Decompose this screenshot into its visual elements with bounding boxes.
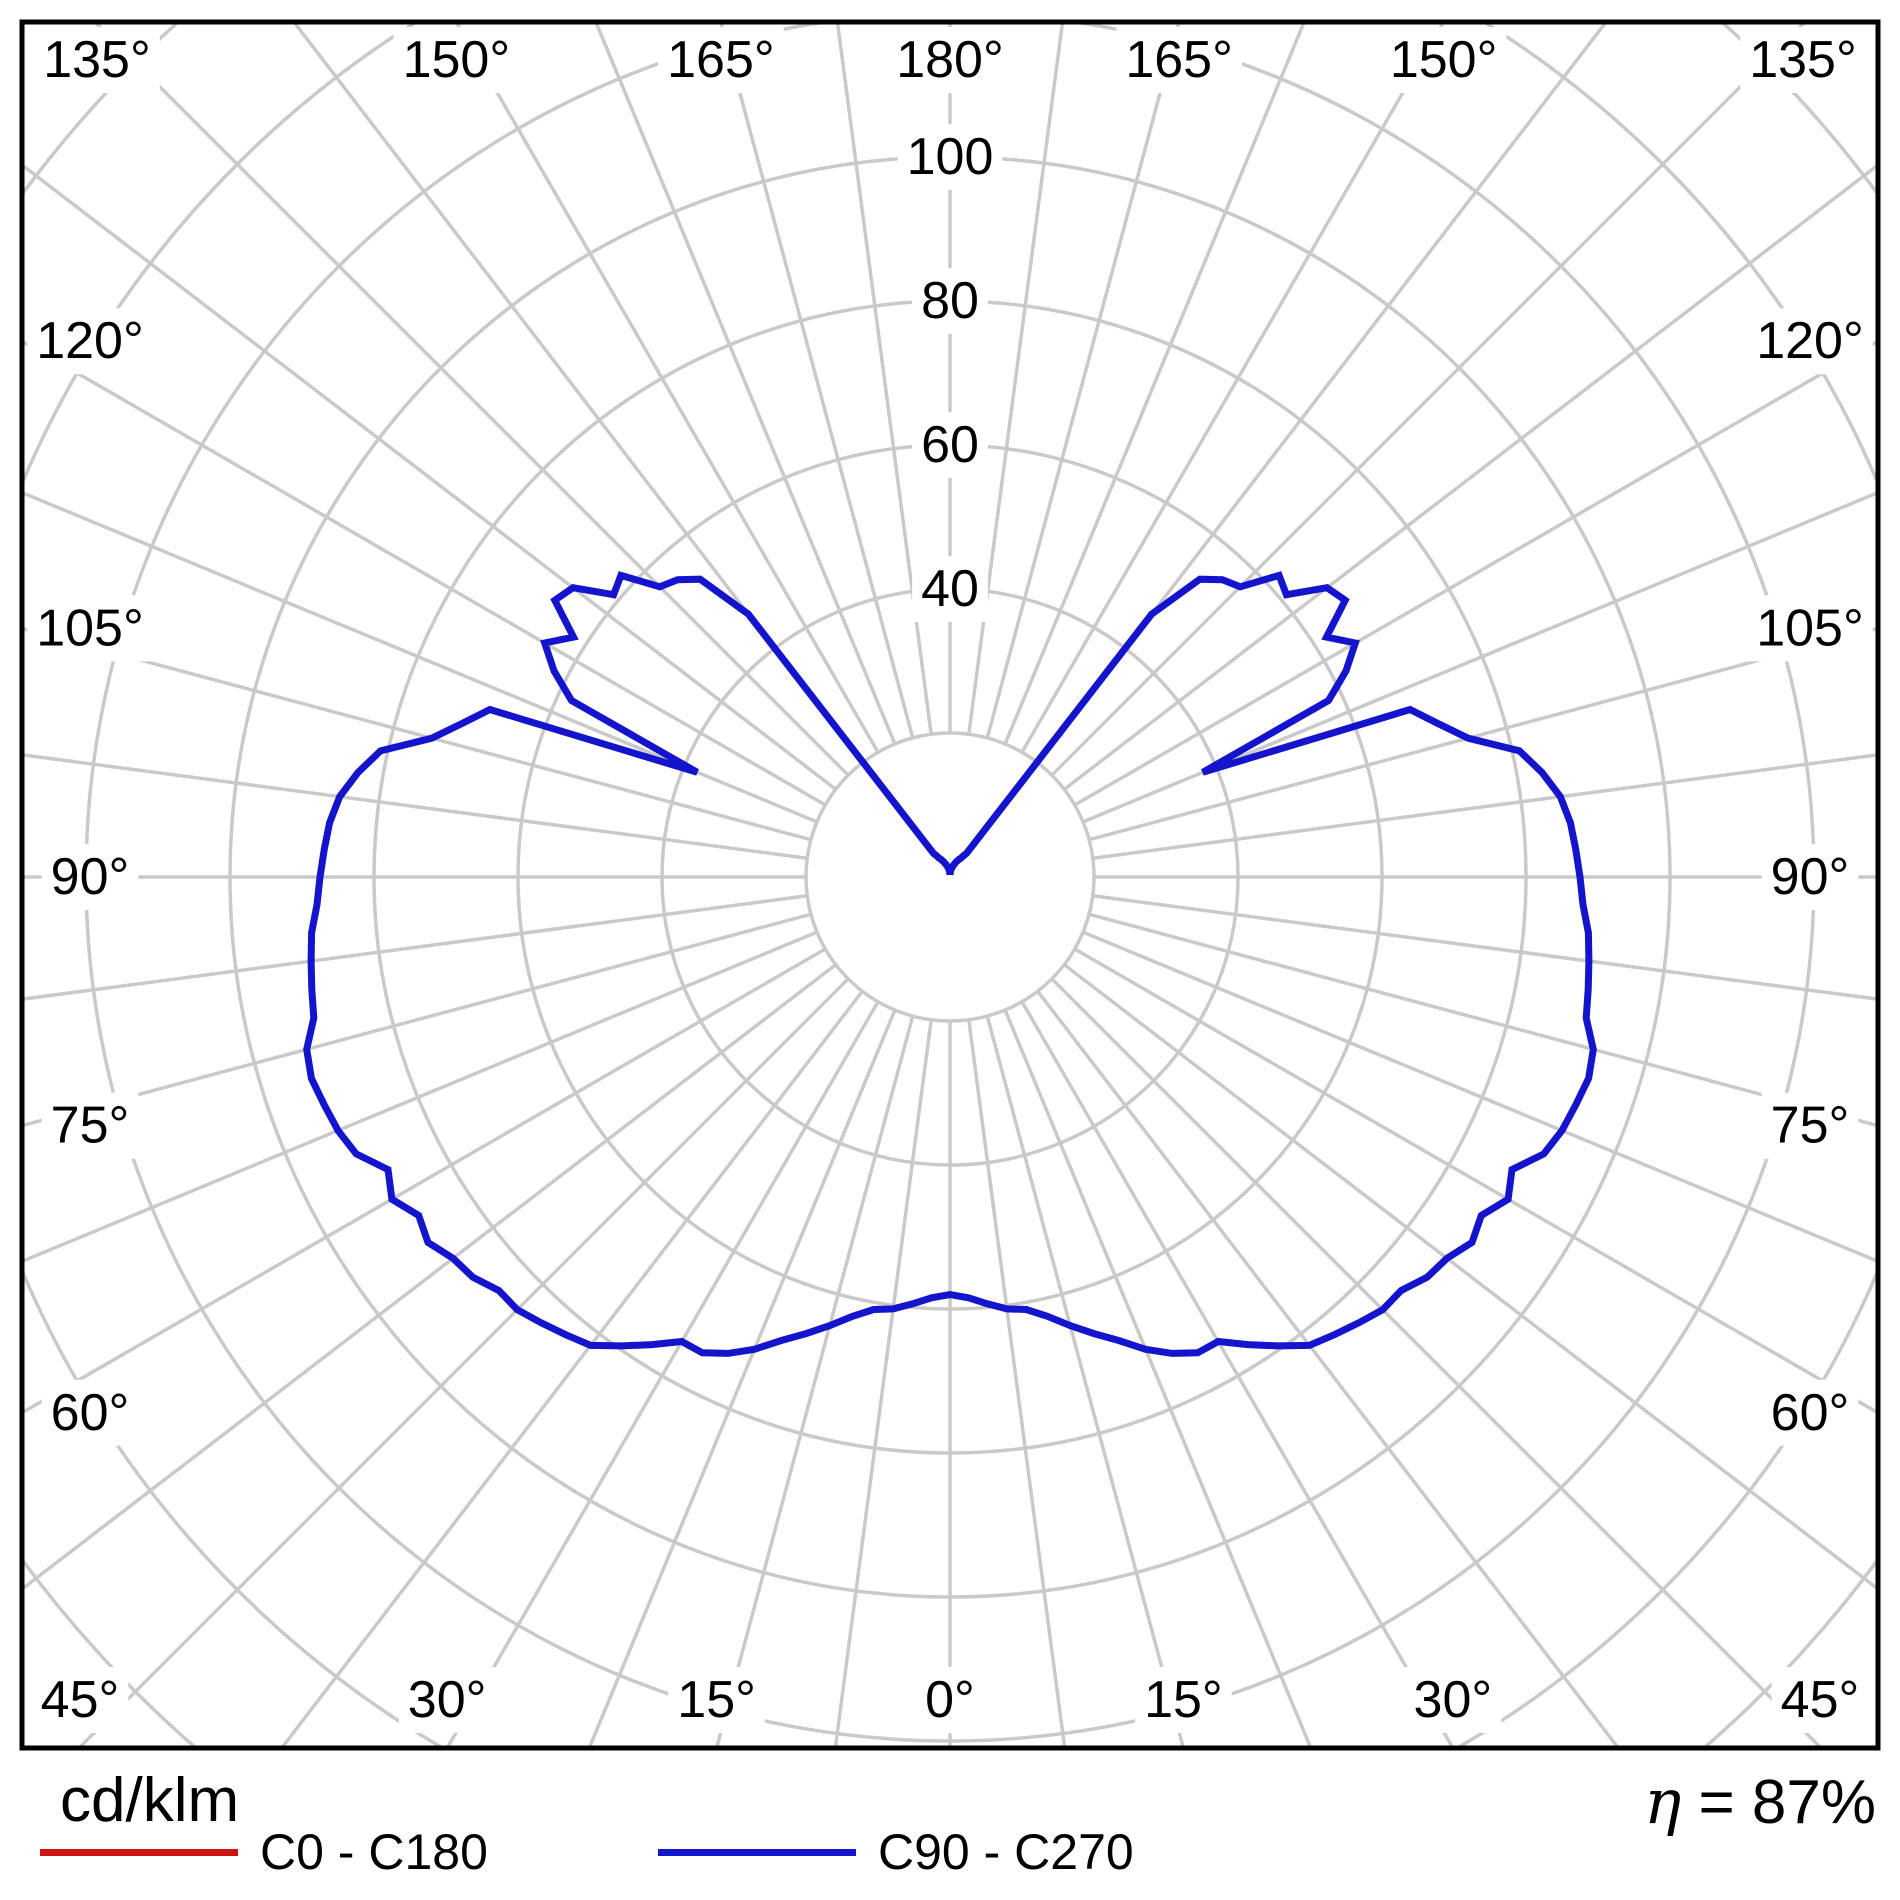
angle-label: 15° [1144, 1671, 1223, 1729]
legend-swatch-red-line [40, 1848, 238, 1856]
angle-label: 120° [36, 312, 144, 370]
legend-label-c90-c270: C90 - C270 [878, 1824, 1134, 1880]
angle-label-bg [658, 27, 784, 93]
radial-tick-label: 40 [921, 560, 979, 618]
plot-border [19, 19, 1881, 1751]
angle-label: 60° [1771, 1384, 1850, 1442]
angle-label: 165° [1125, 31, 1233, 89]
angle-label: 120° [1756, 312, 1864, 370]
angle-label: 15° [677, 1671, 756, 1729]
angle-label-bg [1761, 844, 1859, 910]
eta-symbol: η [1644, 1765, 1682, 1838]
curve-c90-c270 [303, 571, 1597, 1357]
angle-label-bg [41, 844, 139, 910]
angle-label-bg [887, 27, 1013, 93]
angle-label: 150° [1390, 31, 1498, 89]
angle-label: 75° [1771, 1097, 1850, 1155]
angle-label: 60° [51, 1384, 130, 1442]
angle-label-bg [41, 1379, 139, 1446]
angle-label-bg [398, 1667, 496, 1733]
angle-label-bg [1740, 27, 1866, 93]
angle-label: 150° [403, 31, 511, 89]
eta-number: = 87% [1698, 1768, 1876, 1837]
radial-tick-label: 100 [907, 128, 994, 186]
angle-label: 30° [408, 1671, 487, 1729]
legend-swatch-blue-line [658, 1848, 856, 1856]
angle-label: 75° [51, 1097, 130, 1155]
angle-label: 0° [925, 1671, 975, 1729]
angle-label: 90° [1771, 848, 1850, 906]
angle-label-bg [31, 1667, 129, 1733]
legend-item-c90-c270: C90 - C270 [658, 1822, 1134, 1882]
angle-label-bg [34, 27, 160, 93]
angle-label-bg [41, 1092, 139, 1159]
angle-label: 180° [896, 31, 1004, 89]
angle-label: 135° [43, 31, 151, 89]
angle-label: 45° [1781, 1671, 1860, 1729]
angle-label-bg [393, 27, 520, 93]
angle-label: 105° [1756, 599, 1864, 657]
angle-label-bg [1771, 1667, 1869, 1733]
angle-label-bg [1380, 27, 1507, 93]
angle-label: 45° [41, 1671, 120, 1729]
radial-tick-label-bg [897, 124, 1003, 190]
angle-label-bg [27, 308, 153, 375]
radial-tick-label: 60 [921, 416, 979, 474]
unit-label: cd/klm [60, 1766, 240, 1835]
radial-tick-label-bg [912, 268, 988, 334]
angle-label-bg [1135, 1667, 1232, 1733]
angle-label: 135° [1749, 31, 1857, 89]
efficiency-value: η = 87% [1644, 1765, 1876, 1838]
angle-label-bg [1404, 1667, 1502, 1733]
angle-label-bg [1761, 1379, 1859, 1446]
angle-label-bg [1747, 308, 1873, 375]
angle-label: 165° [667, 31, 775, 89]
angle-label: 105° [36, 599, 144, 657]
radial-tick-label: 80 [921, 272, 979, 330]
angle-label-bg [1116, 27, 1242, 93]
angle-label-bg [1761, 1092, 1859, 1159]
radial-tick-label-bg [912, 556, 988, 622]
legend: C0 - C180 C90 - C270 [40, 1822, 1440, 1882]
radial-tick-label-bg [912, 412, 988, 478]
angle-label-bg [27, 595, 153, 662]
legend-label-c0-c180: C0 - C180 [260, 1824, 488, 1880]
angle-label-bg [916, 1667, 984, 1733]
angle-label-bg [668, 1667, 765, 1733]
angle-label-bg [1747, 595, 1873, 662]
angle-label: 30° [1414, 1671, 1493, 1729]
legend-item-c0-c180: C0 - C180 [40, 1822, 488, 1882]
angle-label: 90° [51, 848, 130, 906]
